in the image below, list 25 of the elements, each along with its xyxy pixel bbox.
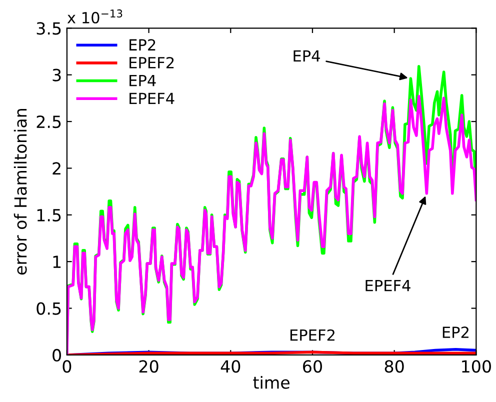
annotation: EPEF4 — [366, 280, 410, 292]
x-axis-title: time — [253, 376, 290, 389]
legend-label: EPEF4 — [130, 92, 174, 104]
x-tick-label: 20 — [139, 360, 158, 373]
y-tick-label: 3 — [52, 68, 61, 82]
legend-label: EP2 — [130, 39, 156, 50]
legend-label: EPEF2 — [130, 56, 174, 68]
annotation: EP2 — [442, 326, 468, 338]
y-axis-title: error of Hamiltonian — [14, 108, 27, 275]
y-tick-label: 1.5 — [37, 209, 61, 222]
y-tick-label: 0.5 — [36, 302, 61, 315]
y-tick-label: 2.5 — [36, 115, 61, 128]
text: x 10$^{−13}$ — [67, 9, 122, 24]
y-tick-label: 1 — [53, 256, 61, 268]
annotation: EP4 — [294, 50, 320, 62]
legend-label: EP4 — [130, 74, 156, 86]
x-tick-label: 0 — [62, 360, 72, 373]
x-tick-label: 100 — [462, 360, 491, 373]
x-tick-label: 80 — [384, 360, 404, 373]
y-tick-label: 2 — [52, 162, 60, 175]
annotation: EPEF2 — [290, 329, 334, 341]
x-tick-label: 60 — [303, 360, 322, 373]
y-tick-label: 3.5 — [36, 22, 61, 35]
x-tick-label: 40 — [220, 360, 240, 373]
y-tick-label: 0 — [52, 348, 61, 362]
